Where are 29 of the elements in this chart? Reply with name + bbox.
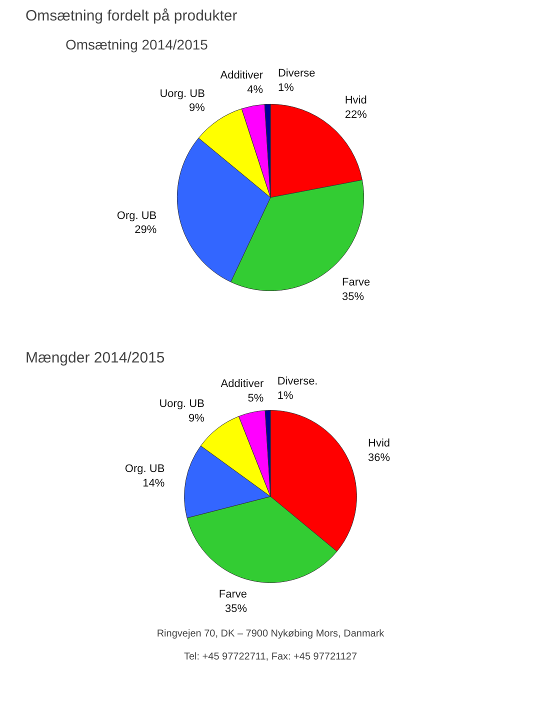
slice-label: Additiver: [220, 70, 264, 82]
slice-label: Org. UB: [124, 463, 165, 476]
data-label: 9%: [189, 102, 206, 114]
chart-title: Mængder 2014/2015: [26, 350, 165, 366]
data-label: 9%: [188, 412, 205, 425]
data-label: 22%: [344, 108, 368, 121]
slice-label: Diverse: [278, 68, 316, 80]
slice-label: Farve: [342, 276, 370, 288]
slice-label: Hvid: [344, 94, 367, 106]
text: Tel: +45 97722711, Fax: +45 97721127: [184, 652, 358, 662]
slice-label: Uorg. UB: [160, 88, 205, 100]
chart-subtitle: Omsætning 2014/2015: [66, 36, 208, 52]
data-label: 5%: [248, 392, 264, 405]
data-label: 14%: [142, 478, 165, 490]
data-label: 1%: [278, 82, 294, 94]
data-label: 1%: [277, 390, 294, 402]
data-label: 4%: [247, 84, 264, 96]
slice-label: Diverse.: [277, 376, 318, 388]
data-label: 36%: [368, 452, 390, 464]
slice-label: Hvid: [368, 437, 390, 450]
chart-title: Omsætning fordelt på produkter: [26, 8, 238, 24]
data-label: 35%: [342, 290, 364, 303]
data-label: 29%: [134, 224, 157, 236]
slice-label: Org. UB: [116, 210, 157, 222]
slice-label: Uorg. UB: [159, 398, 204, 410]
slice-label: Additiver: [220, 378, 264, 390]
text: Ringvejen 70, DK – 7900 Nykøbing Mors, Danmark: [156, 628, 386, 640]
slice-label: Farve: [218, 588, 247, 600]
data-label: 35%: [224, 602, 248, 615]
